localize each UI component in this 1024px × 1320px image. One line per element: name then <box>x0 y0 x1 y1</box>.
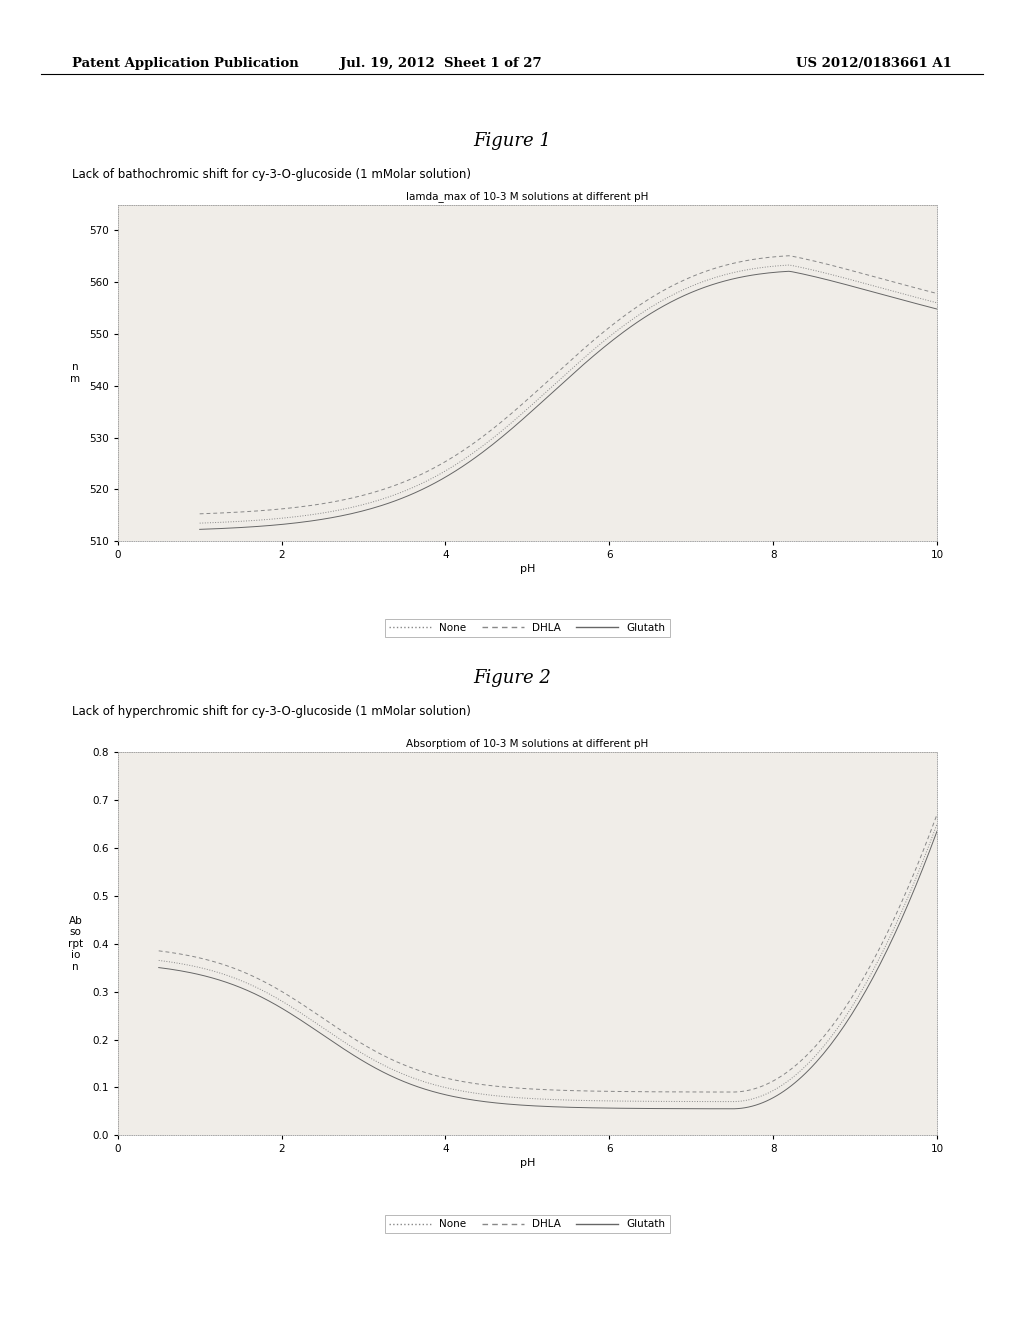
None <box>931 816 943 832</box>
DHLA <box>409 469 421 484</box>
Glutath <box>839 1018 851 1034</box>
Glutath <box>782 264 795 280</box>
None <box>194 515 206 531</box>
Text: Figure 2: Figure 2 <box>473 669 551 688</box>
Glutath <box>380 1065 392 1081</box>
Glutath <box>857 281 869 297</box>
None <box>395 484 408 500</box>
Y-axis label: Ab
so
rpt
io
n: Ab so rpt io n <box>68 916 83 972</box>
Glutath <box>153 960 165 975</box>
Legend: None, DHLA, Glutath: None, DHLA, Glutath <box>385 1214 670 1233</box>
DHLA <box>395 475 408 491</box>
Text: Figure 1: Figure 1 <box>473 132 551 150</box>
Glutath <box>568 1100 581 1115</box>
DHLA <box>568 1082 581 1098</box>
None <box>844 272 856 288</box>
Glutath <box>725 1101 737 1117</box>
None <box>568 1093 581 1109</box>
None <box>588 342 600 358</box>
Line: Glutath: Glutath <box>200 272 937 529</box>
Line: None: None <box>159 824 937 1102</box>
DHLA <box>588 333 600 348</box>
DHLA <box>931 807 943 822</box>
DHLA <box>839 1001 851 1016</box>
Glutath <box>813 1051 825 1067</box>
Line: None: None <box>200 265 937 523</box>
Glutath <box>395 491 408 507</box>
Text: Patent Application Publication: Patent Application Publication <box>72 57 298 70</box>
DHLA <box>931 285 943 301</box>
DHLA <box>194 506 206 521</box>
DHLA <box>857 265 869 281</box>
DHLA <box>366 1041 378 1057</box>
DHLA <box>153 942 165 958</box>
Glutath <box>588 348 600 364</box>
Text: Lack of hyperchromic shift for cy-3-O-glucoside (1 mMolar solution): Lack of hyperchromic shift for cy-3-O-gl… <box>72 705 471 718</box>
Text: Lack of bathochromic shift for cy-3-O-glucoside (1 mMolar solution): Lack of bathochromic shift for cy-3-O-gl… <box>72 168 471 181</box>
None <box>931 294 943 310</box>
Title: lamda_max of 10-3 M solutions at different pH: lamda_max of 10-3 M solutions at differe… <box>407 191 648 202</box>
None <box>409 479 421 495</box>
DHLA <box>380 1049 392 1065</box>
DHLA <box>782 248 795 264</box>
None <box>782 257 795 273</box>
Title: Absorptiom of 10-3 M solutions at different pH: Absorptiom of 10-3 M solutions at differ… <box>407 739 648 748</box>
DHLA <box>820 256 833 272</box>
Glutath <box>194 521 206 537</box>
None <box>857 275 869 290</box>
X-axis label: pH: pH <box>519 565 536 574</box>
None <box>366 1051 378 1067</box>
Y-axis label: n
m: n m <box>70 362 80 384</box>
Line: Glutath: Glutath <box>159 832 937 1109</box>
Glutath <box>853 995 865 1011</box>
Glutath <box>931 824 943 840</box>
None <box>839 1010 851 1026</box>
None <box>853 987 865 1003</box>
Legend: None, DHLA, Glutath: None, DHLA, Glutath <box>385 619 670 638</box>
Glutath <box>931 301 943 317</box>
None <box>725 1094 737 1110</box>
None <box>813 1043 825 1059</box>
Glutath <box>366 1059 378 1074</box>
None <box>380 1059 392 1074</box>
DHLA <box>844 263 856 279</box>
Glutath <box>820 272 833 288</box>
DHLA <box>813 1034 825 1049</box>
Line: DHLA: DHLA <box>159 814 937 1092</box>
Line: DHLA: DHLA <box>200 256 937 513</box>
X-axis label: pH: pH <box>519 1159 536 1168</box>
DHLA <box>853 978 865 994</box>
None <box>153 953 165 969</box>
Text: US 2012/0183661 A1: US 2012/0183661 A1 <box>797 57 952 70</box>
Glutath <box>409 484 421 500</box>
DHLA <box>725 1084 737 1100</box>
Text: Jul. 19, 2012  Sheet 1 of 27: Jul. 19, 2012 Sheet 1 of 27 <box>340 57 541 70</box>
None <box>820 265 833 281</box>
Glutath <box>844 277 856 293</box>
